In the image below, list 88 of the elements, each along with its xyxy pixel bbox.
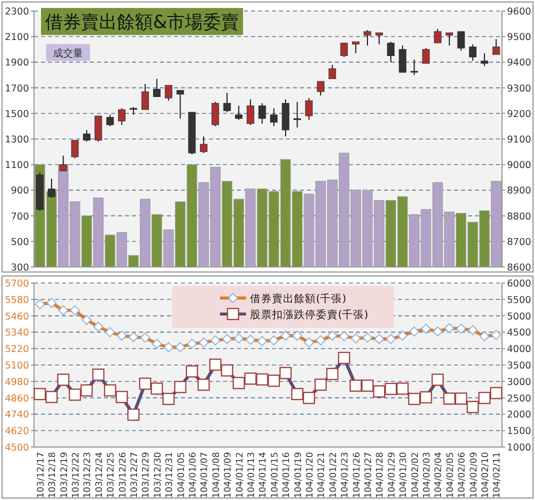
x-tick-label: 103/12/27: [130, 452, 140, 498]
y-tick-label: 2100: [4, 32, 29, 44]
x-tick-label: 103/12/26: [118, 452, 128, 498]
y2-tick-label: 9200: [507, 108, 532, 120]
y-tick-label: 2300: [4, 6, 29, 18]
x-tick-label: 104/01/28: [376, 452, 386, 498]
y2-tick-label: 9300: [507, 83, 532, 94]
x-tick-label: 104/01/05: [176, 452, 187, 498]
x-tick-label: 104/01/19: [294, 452, 304, 498]
x-tick-label: 103/12/25: [106, 452, 117, 498]
y2-tick-label: 8800: [507, 211, 532, 222]
x-tick-label: 104/02/10: [480, 452, 491, 498]
y-tick-label: 4980: [4, 376, 29, 388]
y-tick-label: 1500: [4, 108, 29, 120]
y-tick-label: 4740: [4, 410, 29, 421]
y-tick-label: 1900: [4, 58, 29, 69]
y-tick-label: 300: [10, 262, 29, 274]
y2-tick-label: 9100: [507, 134, 532, 146]
y-tick-label: 5460: [4, 311, 29, 322]
y-tick-label: 1100: [4, 160, 29, 172]
legend-label: 股票扣漲跌停委賣(千張): [250, 308, 368, 321]
y2-tick-label: 9500: [507, 32, 532, 44]
legend-label: 借券賣出餘額(千張): [250, 292, 346, 305]
x-tick-label: 104/02/03: [422, 452, 432, 498]
x-tick-label: 104/01/09: [224, 452, 234, 498]
y2-tick-label: 4000: [507, 344, 532, 356]
y2-tick-label: 8900: [507, 186, 532, 197]
y-tick-label: 5100: [4, 360, 29, 372]
y2-tick-label: 2000: [507, 410, 532, 421]
y-tick-label: 500: [10, 236, 29, 248]
x-tick-label: 104/01/07: [200, 452, 210, 498]
x-tick-label: 104/01/22: [328, 452, 339, 498]
chart-title: 借券賣出餘額&市場委賣: [45, 12, 240, 33]
x-tick-label: 104/01/06: [188, 452, 198, 498]
x-tick-label: 104/01/29: [387, 452, 398, 498]
y2-tick-label: 1500: [507, 426, 532, 438]
x-tick-label: 104/01/08: [212, 452, 222, 498]
x-tick-label: 104/02/04: [434, 452, 444, 498]
x-tick-label: 103/12/31: [165, 452, 176, 498]
y-tick-label: 1700: [4, 83, 29, 94]
y2-tick-label: 9400: [507, 58, 532, 69]
y2-tick-label: 5500: [507, 294, 532, 306]
x-tick-label: 103/12/19: [60, 452, 70, 498]
x-tick-label: 104/01/15: [270, 452, 280, 498]
y-tick-label: 5340: [4, 328, 29, 339]
x-tick-label: 104/01/27: [364, 452, 374, 498]
x-tick-label: 103/12/24: [94, 452, 105, 498]
y2-tick-label: 4500: [507, 328, 532, 339]
x-tick-label: 104/01/14: [258, 452, 269, 498]
text: 成交量: [53, 48, 83, 60]
y2-tick-label: 8700: [507, 236, 532, 248]
x-tick-label: 103/12/18: [48, 452, 58, 498]
y2-tick-label: 6000: [507, 278, 532, 290]
y2-tick-label: 3000: [507, 376, 532, 388]
x-tick-label: 103/12/30: [153, 452, 164, 498]
x-tick-label: 104/02/06: [458, 452, 468, 498]
x-tick-label: 103/12/23: [83, 452, 94, 498]
x-tick-label: 104/02/09: [469, 452, 480, 498]
y-tick-label: 5220: [4, 344, 29, 356]
y2-tick-label: 9600: [507, 6, 532, 18]
y-tick-label: 5700: [4, 278, 29, 290]
y-tick-label: 4500: [4, 442, 29, 454]
x-tick-label: 104/01/16: [282, 452, 292, 498]
y-tick-label: 5580: [4, 294, 29, 306]
y2-tick-label: 2500: [507, 393, 532, 404]
x-tick-label: 103/12/22: [71, 452, 82, 498]
x-tick-label: 104/01/13: [246, 452, 257, 498]
x-tick-label: 104/01/12: [235, 452, 246, 498]
y2-tick-label: 5000: [507, 311, 532, 322]
y-tick-label: 900: [10, 186, 29, 197]
y2-tick-label: 8600: [507, 262, 532, 274]
x-tick-label: 104/01/21: [317, 452, 328, 498]
x-tick-label: 104/02/02: [410, 452, 421, 498]
y-tick-label: 1300: [4, 134, 29, 146]
y2-tick-label: 3500: [507, 360, 532, 372]
x-tick-label: 104/02/11: [492, 452, 503, 498]
x-tick-label: 104/01/26: [352, 452, 362, 498]
x-tick-label: 103/12/29: [142, 452, 152, 498]
y-tick-label: 4620: [4, 426, 29, 438]
x-tick-label: 104/02/05: [446, 452, 456, 498]
x-tick-label: 104/01/30: [399, 452, 410, 498]
y-tick-label: 700: [10, 211, 29, 222]
x-tick-label: 104/01/20: [305, 452, 316, 498]
y2-tick-label: 9000: [507, 160, 532, 172]
y-tick-label: 4860: [4, 393, 29, 404]
x-tick-label: 104/01/23: [340, 452, 351, 498]
x-tick-label: 103/12/17: [36, 452, 46, 498]
y2-tick-label: 1000: [507, 442, 532, 454]
